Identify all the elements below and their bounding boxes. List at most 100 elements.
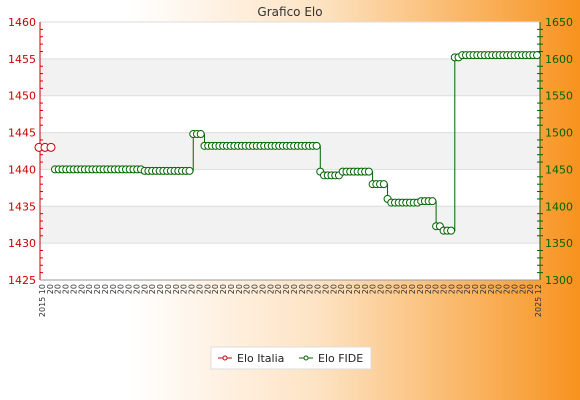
- series-elo-fide: [51, 51, 541, 235]
- plot-area: [40, 22, 540, 280]
- x-tick-label: 2025 12: [534, 284, 543, 317]
- x-tick-label: 20: [140, 284, 149, 294]
- x-tick-label: 20: [132, 284, 141, 294]
- x-tick-label: 20: [46, 284, 55, 294]
- elo-fide-point: [379, 180, 388, 189]
- legend: Elo Italia Elo FIDE: [210, 346, 372, 370]
- y-left-tick-label: 1445: [8, 127, 36, 140]
- x-tick-label: 20: [455, 284, 464, 294]
- legend-box: [210, 346, 372, 370]
- x-tick-label: 20: [54, 284, 63, 294]
- x-tick-label: 20: [195, 284, 204, 294]
- x-tick-label: 20: [235, 284, 244, 294]
- x-tick-label: 20: [266, 284, 275, 294]
- x-tick-label: 20: [479, 284, 488, 294]
- elo-fide-point: [447, 226, 456, 235]
- y-right-tick-label: 1400: [545, 200, 573, 213]
- x-tick-label: 20: [337, 284, 346, 294]
- x-tick-label: 20: [306, 284, 315, 294]
- x-tick-label: 20: [274, 284, 283, 294]
- x-tick-label: 20: [298, 284, 307, 294]
- y-right-tick-label: 1300: [545, 274, 573, 287]
- y-right-tick-label: 1600: [545, 53, 573, 66]
- elo-fide-point: [364, 167, 373, 176]
- y-axis-left: 1425 1430 1435 1440 1445 1450 1455 1460: [8, 16, 43, 287]
- x-axis: 2015 10202020202020202020202020202020202…: [38, 279, 543, 317]
- x-tick-label: 2015 10: [38, 284, 47, 317]
- y-left-tick-label: 1425: [8, 274, 36, 287]
- x-tick-label: 20: [164, 284, 173, 294]
- y-right-tick-label: 1500: [545, 127, 573, 140]
- x-tick-label: 20: [400, 284, 409, 294]
- x-tick-label: 20: [321, 284, 330, 294]
- x-tick-label: 20: [424, 284, 433, 294]
- x-tick-label: 20: [156, 284, 165, 294]
- x-tick-label: 20: [85, 284, 94, 294]
- x-tick-label: 20: [77, 284, 86, 294]
- y-right-tick-label: 1350: [545, 237, 573, 250]
- y-left-tick-label: 1430: [8, 237, 36, 250]
- x-tick-label: 20: [408, 284, 417, 294]
- x-tick-label: 20: [314, 284, 323, 294]
- x-tick-label: 20: [463, 284, 472, 294]
- legend-label-elo-fide: Elo FIDE: [318, 352, 363, 365]
- x-tick-label: 20: [117, 284, 126, 294]
- x-tick-label: 20: [384, 284, 393, 294]
- x-tick-label: 20: [510, 284, 519, 294]
- x-tick-label: 20: [377, 284, 386, 294]
- y-right-tick-label: 1550: [545, 90, 573, 103]
- x-tick-label: 20: [361, 284, 370, 294]
- elo-fide-point: [312, 141, 321, 150]
- x-tick-label: 20: [416, 284, 425, 294]
- x-tick-label: 20: [93, 284, 102, 294]
- x-tick-label: 20: [227, 284, 236, 294]
- y-left-tick-label: 1435: [8, 200, 36, 213]
- chart-title: Grafico Elo: [257, 5, 322, 19]
- x-tick-label: 20: [188, 284, 197, 294]
- x-tick-label: 20: [109, 284, 118, 294]
- x-tick-label: 20: [526, 284, 535, 294]
- x-tick-label: 20: [258, 284, 267, 294]
- y-left-tick-label: 1455: [8, 53, 36, 66]
- x-tick-label: 20: [487, 284, 496, 294]
- grid-band: [40, 206, 540, 244]
- x-tick-label: 20: [101, 284, 110, 294]
- y-left-tick-label: 1450: [8, 90, 36, 103]
- y-left-tick-label: 1440: [8, 163, 36, 176]
- x-tick-label: 20: [518, 284, 527, 294]
- legend-italia-marker: [222, 355, 228, 361]
- x-tick-label: 20: [392, 284, 401, 294]
- elo-fide-point: [196, 130, 205, 139]
- legend-fide-marker: [303, 355, 309, 361]
- y-left-tick-label: 1460: [8, 16, 36, 29]
- y-right-tick-label: 1650: [545, 16, 573, 29]
- x-tick-label: 20: [471, 284, 480, 294]
- x-tick-label: 20: [251, 284, 260, 294]
- x-tick-label: 20: [345, 284, 354, 294]
- legend-label-elo-italia: Elo Italia: [237, 352, 284, 365]
- x-tick-label: 20: [495, 284, 504, 294]
- grid-band: [40, 132, 540, 170]
- x-tick-label: 20: [62, 284, 71, 294]
- x-tick-label: 20: [219, 284, 228, 294]
- grid-band: [40, 58, 540, 96]
- elo-italia-point: [46, 142, 56, 152]
- y-right-tick-label: 1450: [545, 163, 573, 176]
- elo-fide-point: [428, 197, 437, 206]
- x-tick-label: 20: [369, 284, 378, 294]
- x-tick-label: 20: [353, 284, 362, 294]
- x-tick-label: 20: [282, 284, 291, 294]
- series-elo-italia: [34, 142, 56, 152]
- x-tick-label: 20: [172, 284, 181, 294]
- x-tick-label: 20: [447, 284, 456, 294]
- x-tick-label: 20: [503, 284, 512, 294]
- y-axis-right: 1300 1350 1400 1450 1500 1550 1600 1650: [537, 16, 573, 287]
- x-tick-label: 20: [243, 284, 252, 294]
- x-tick-label: 20: [290, 284, 299, 294]
- x-tick-label: 20: [180, 284, 189, 294]
- elo-fide-point: [185, 166, 194, 175]
- x-tick-label: 20: [432, 284, 441, 294]
- x-tick-label: 20: [329, 284, 338, 294]
